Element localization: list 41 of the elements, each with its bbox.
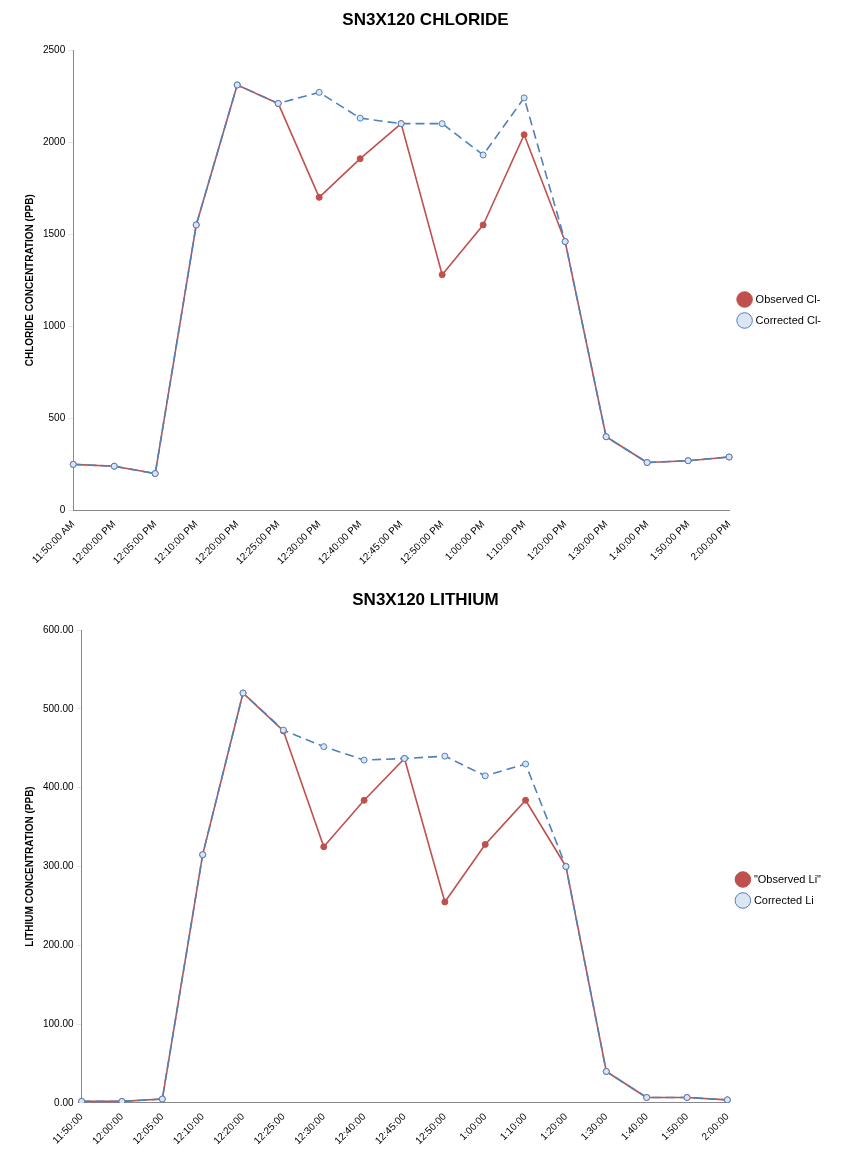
point xyxy=(356,114,364,122)
y-tick-label: 200.00 xyxy=(42,939,75,951)
point xyxy=(520,131,528,139)
y-tick-label: 600.00 xyxy=(42,623,75,635)
point xyxy=(441,898,449,906)
point xyxy=(315,88,323,96)
point xyxy=(438,271,446,279)
point xyxy=(522,796,530,804)
y-tick-label: 500 xyxy=(48,412,66,424)
point xyxy=(522,760,530,768)
chart-title: SN3X120 LITHIUM xyxy=(351,589,500,611)
legend-label: Corrected Li xyxy=(753,893,814,906)
legend-label: Observed Cl- xyxy=(755,292,821,305)
point xyxy=(438,120,446,128)
legend-label: Corrected Cl- xyxy=(755,313,822,326)
y-axis-title: CHLORIDE CONCENTRATION (PPB) xyxy=(23,194,35,367)
y-tick-label: 2000 xyxy=(43,135,66,147)
y-tick-label: 300.00 xyxy=(42,860,75,872)
y-tick-label: 0.00 xyxy=(54,1096,75,1108)
y-tick-label: 1000 xyxy=(43,320,66,331)
point xyxy=(520,94,528,102)
point xyxy=(479,151,487,159)
y-tick-label: 0 xyxy=(59,504,66,516)
y-tick-label: 100.00 xyxy=(42,1017,75,1029)
point xyxy=(481,840,489,848)
point xyxy=(356,155,364,163)
y-tick-label: 1500 xyxy=(43,227,66,239)
y-axis-title: LITHIUM CONCENTRATION (PPB) xyxy=(23,786,35,947)
y-tick-label: 400.00 xyxy=(42,781,75,793)
point xyxy=(360,796,368,804)
point xyxy=(441,752,449,760)
point xyxy=(360,756,368,764)
point xyxy=(481,772,489,780)
y-tick-label: 2500 xyxy=(43,43,66,55)
legend-label: "Observed Li" xyxy=(753,872,822,885)
point xyxy=(320,743,328,751)
point xyxy=(315,193,323,201)
point xyxy=(320,843,328,851)
chart-title: SN3X120 CHLORIDE xyxy=(341,9,510,31)
point xyxy=(479,221,487,229)
y-tick-label: 500.00 xyxy=(42,702,75,714)
